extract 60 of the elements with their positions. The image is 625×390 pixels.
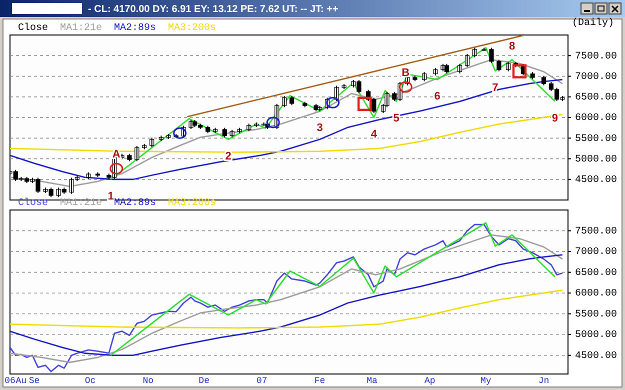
x-tick-label: Oc [84,376,96,386]
annotation: 3 [316,122,323,134]
annotation: B [402,66,410,79]
x-tick-label: No [142,376,154,386]
text: Close [18,22,48,34]
text: MA1:21e [60,198,102,209]
text: Close [18,197,48,209]
line-series [110,222,556,356]
x-tick-label: My [480,376,492,386]
y-tick-label: 7000.00 [574,72,618,83]
y-tick-label: 6500.00 [574,268,618,279]
point [357,96,372,111]
y-tick-label: 7000.00 [574,247,618,258]
chart-title: - CL: 4170.00 DY: 6.91 EY: 13.12 PE: 7.62 UT: -- JT: ++ [88,4,338,15]
x-tick-label: 06 [4,376,16,386]
text: MA3:200s [168,23,216,34]
annotation: 8 [508,40,516,53]
annotation: 6 [434,90,440,102]
y-tick-label: 5000.00 [574,330,618,342]
y-tick-label: 6500.00 [574,92,618,104]
candlestick [412,75,418,82]
x-tick-label: De [198,376,210,386]
y-tick-label: 4500.00 [574,350,618,362]
annotation: 2 [225,150,232,162]
text: (Daily) [572,17,614,29]
text: MA3:200s [168,198,216,209]
point [512,64,527,78]
candlestick [127,153,132,162]
y-tick-label: 5000.00 [574,154,618,166]
x-tick-label: Ap [424,376,436,386]
y-tick-label: 5500.00 [574,134,618,145]
text: MA1:21e [60,23,102,34]
y-tick-label: 5500.00 [574,309,618,320]
x-tick-label: Au [16,376,27,386]
annotation: 4 [370,128,378,140]
point [326,96,340,108]
x-tick-label: 07 [256,376,268,386]
y-tick-label: 7500.00 [574,51,618,62]
x-tick-label: Fe [314,376,326,386]
line-series [10,254,564,356]
candlestick [530,72,535,80]
candlestick [237,127,242,134]
x-tick-label: Se [28,376,40,386]
x-tick-label: Jn [538,376,550,386]
point [173,127,187,139]
point [110,162,124,174]
text: MA2:89s [114,23,156,34]
point [398,81,412,93]
y-tick-label: 4500.00 [574,175,618,186]
y-tick-label: 6000.00 [574,113,618,124]
y-tick-label: 6000.00 [574,288,618,300]
line-series [10,78,564,180]
candlestick [482,47,486,52]
line-series [10,59,564,188]
y-tick-label: 7500.00 [574,226,618,238]
line-series [10,289,564,329]
x-tick-label: Ma [366,376,378,386]
text: MA2:89s [114,198,156,209]
point [266,116,280,128]
annotation: 1 [108,190,114,202]
